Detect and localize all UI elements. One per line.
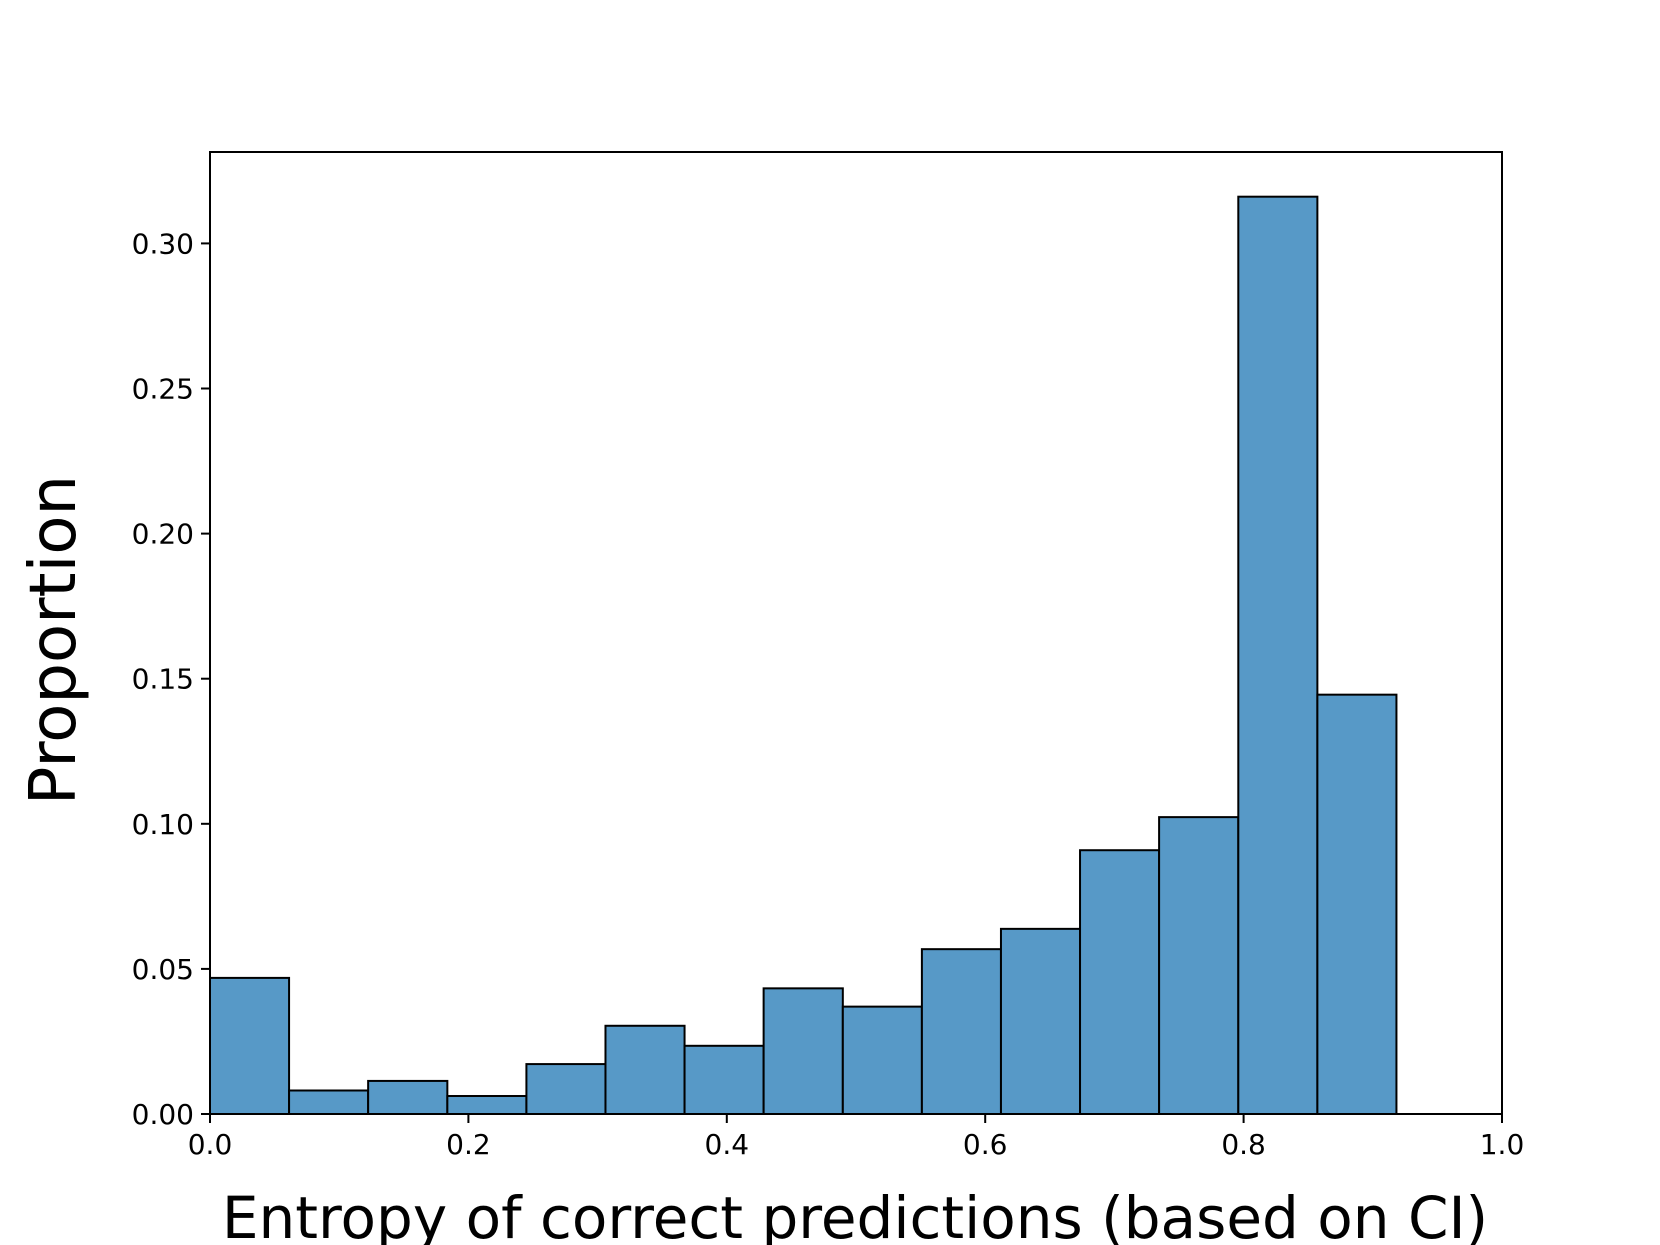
x-tick-label: 0.2 [446, 1128, 491, 1161]
x-tick-label: 0.4 [705, 1128, 750, 1161]
bar [525, 1063, 607, 1116]
x-tick-label: 0.8 [1221, 1128, 1266, 1161]
x-tick-label: 1.0 [1480, 1128, 1525, 1161]
y-tick-label: 0.05 [132, 953, 194, 986]
bar [1079, 849, 1161, 1116]
bar [683, 1044, 765, 1116]
y-tick-label: 0.25 [132, 373, 194, 406]
bar [288, 1089, 370, 1116]
bar [209, 976, 291, 1115]
bar [762, 987, 844, 1115]
bar [1316, 693, 1398, 1116]
x-tick-label: 0.0 [188, 1128, 233, 1161]
bar [841, 1005, 923, 1115]
bar [446, 1095, 528, 1115]
y-tick-label: 0.00 [132, 1098, 194, 1131]
y-tick-label: 0.15 [132, 663, 194, 696]
bar [1158, 816, 1240, 1115]
bar [604, 1024, 686, 1115]
y-tick-label: 0.10 [132, 808, 194, 841]
bar [367, 1079, 449, 1115]
x-tick-label: 0.6 [963, 1128, 1008, 1161]
bar [920, 948, 1002, 1116]
bar [999, 927, 1082, 1116]
bar [1237, 195, 1319, 1116]
x-axis-label: Entropy of correct predictions (based on… [222, 1184, 1488, 1245]
plot-frame [209, 151, 1503, 1115]
y-axis-label: Proportion [17, 475, 91, 805]
y-tick-label: 0.20 [132, 518, 194, 551]
y-tick-label: 0.30 [132, 227, 194, 260]
